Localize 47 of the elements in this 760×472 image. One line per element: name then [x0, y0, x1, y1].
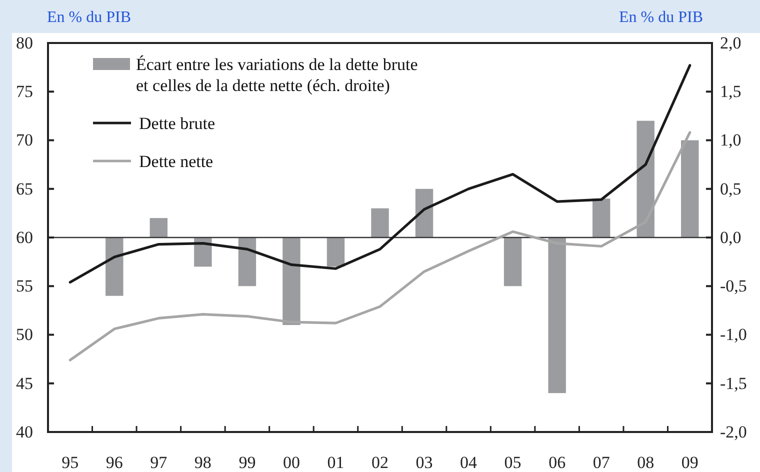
legend-label: Dette brute	[139, 114, 215, 133]
x-tick-label: 00	[282, 453, 300, 472]
x-tick-label: 03	[416, 453, 433, 472]
y-tick-label: 70	[16, 130, 33, 150]
x-tick-label: 96	[106, 453, 123, 472]
y-tick-label: 55	[16, 276, 33, 296]
x-tick-label: 01	[327, 453, 344, 472]
y2-tick-label: 2,0	[720, 33, 742, 52]
y2-axis-title: En % du PIB	[619, 9, 703, 26]
y-tick-label: 40	[16, 422, 33, 442]
y-tick-label: 45	[16, 374, 33, 393]
x-tick-label: 06	[548, 453, 566, 472]
bar	[371, 208, 389, 238]
x-tick-label: 99	[238, 453, 256, 472]
bar	[282, 238, 300, 326]
x-tick-label: 09	[681, 453, 698, 472]
y2-tick-label: 0,0	[720, 228, 742, 247]
y-tick-label: 80	[16, 33, 33, 52]
y2-tick-label: -1,0	[720, 325, 747, 344]
y2-tick-label: 1,5	[720, 82, 742, 102]
bar	[238, 238, 256, 286]
x-tick-label: 07	[592, 453, 610, 472]
y-tick-label: 75	[16, 82, 33, 102]
bar	[504, 238, 522, 286]
x-tick-label: 95	[62, 453, 79, 472]
bar	[415, 188, 434, 238]
y-tick-label: 65	[16, 179, 33, 198]
bar	[592, 198, 610, 238]
y2-tick-label: -0,5	[720, 276, 747, 296]
x-tick-label: 04	[460, 453, 478, 472]
bar	[326, 238, 345, 267]
bar	[150, 218, 168, 238]
y2-tick-label: 0,5	[720, 179, 742, 198]
y2-tick-label: 1,0	[720, 130, 742, 150]
x-tick-label: 97	[150, 453, 168, 472]
y-tick-label: 50	[16, 325, 33, 344]
x-tick-label: 08	[637, 453, 654, 472]
x-tick-label: 05	[504, 453, 522, 472]
x-tick-label: 98	[194, 453, 212, 472]
y2-tick-label: -1,5	[720, 374, 747, 393]
y-axis-title: En % du PIB	[47, 9, 131, 26]
y-tick-label: 60	[16, 228, 33, 247]
y2-tick-label: -2,0	[720, 422, 747, 442]
legend-label: Écart entre les variations de la dette brute et celles de la dette nette (éch. droite)	[136, 55, 418, 95]
x-tick-label: 02	[372, 453, 388, 472]
bar	[106, 238, 124, 296]
legend-label: Dette nette	[139, 152, 214, 171]
